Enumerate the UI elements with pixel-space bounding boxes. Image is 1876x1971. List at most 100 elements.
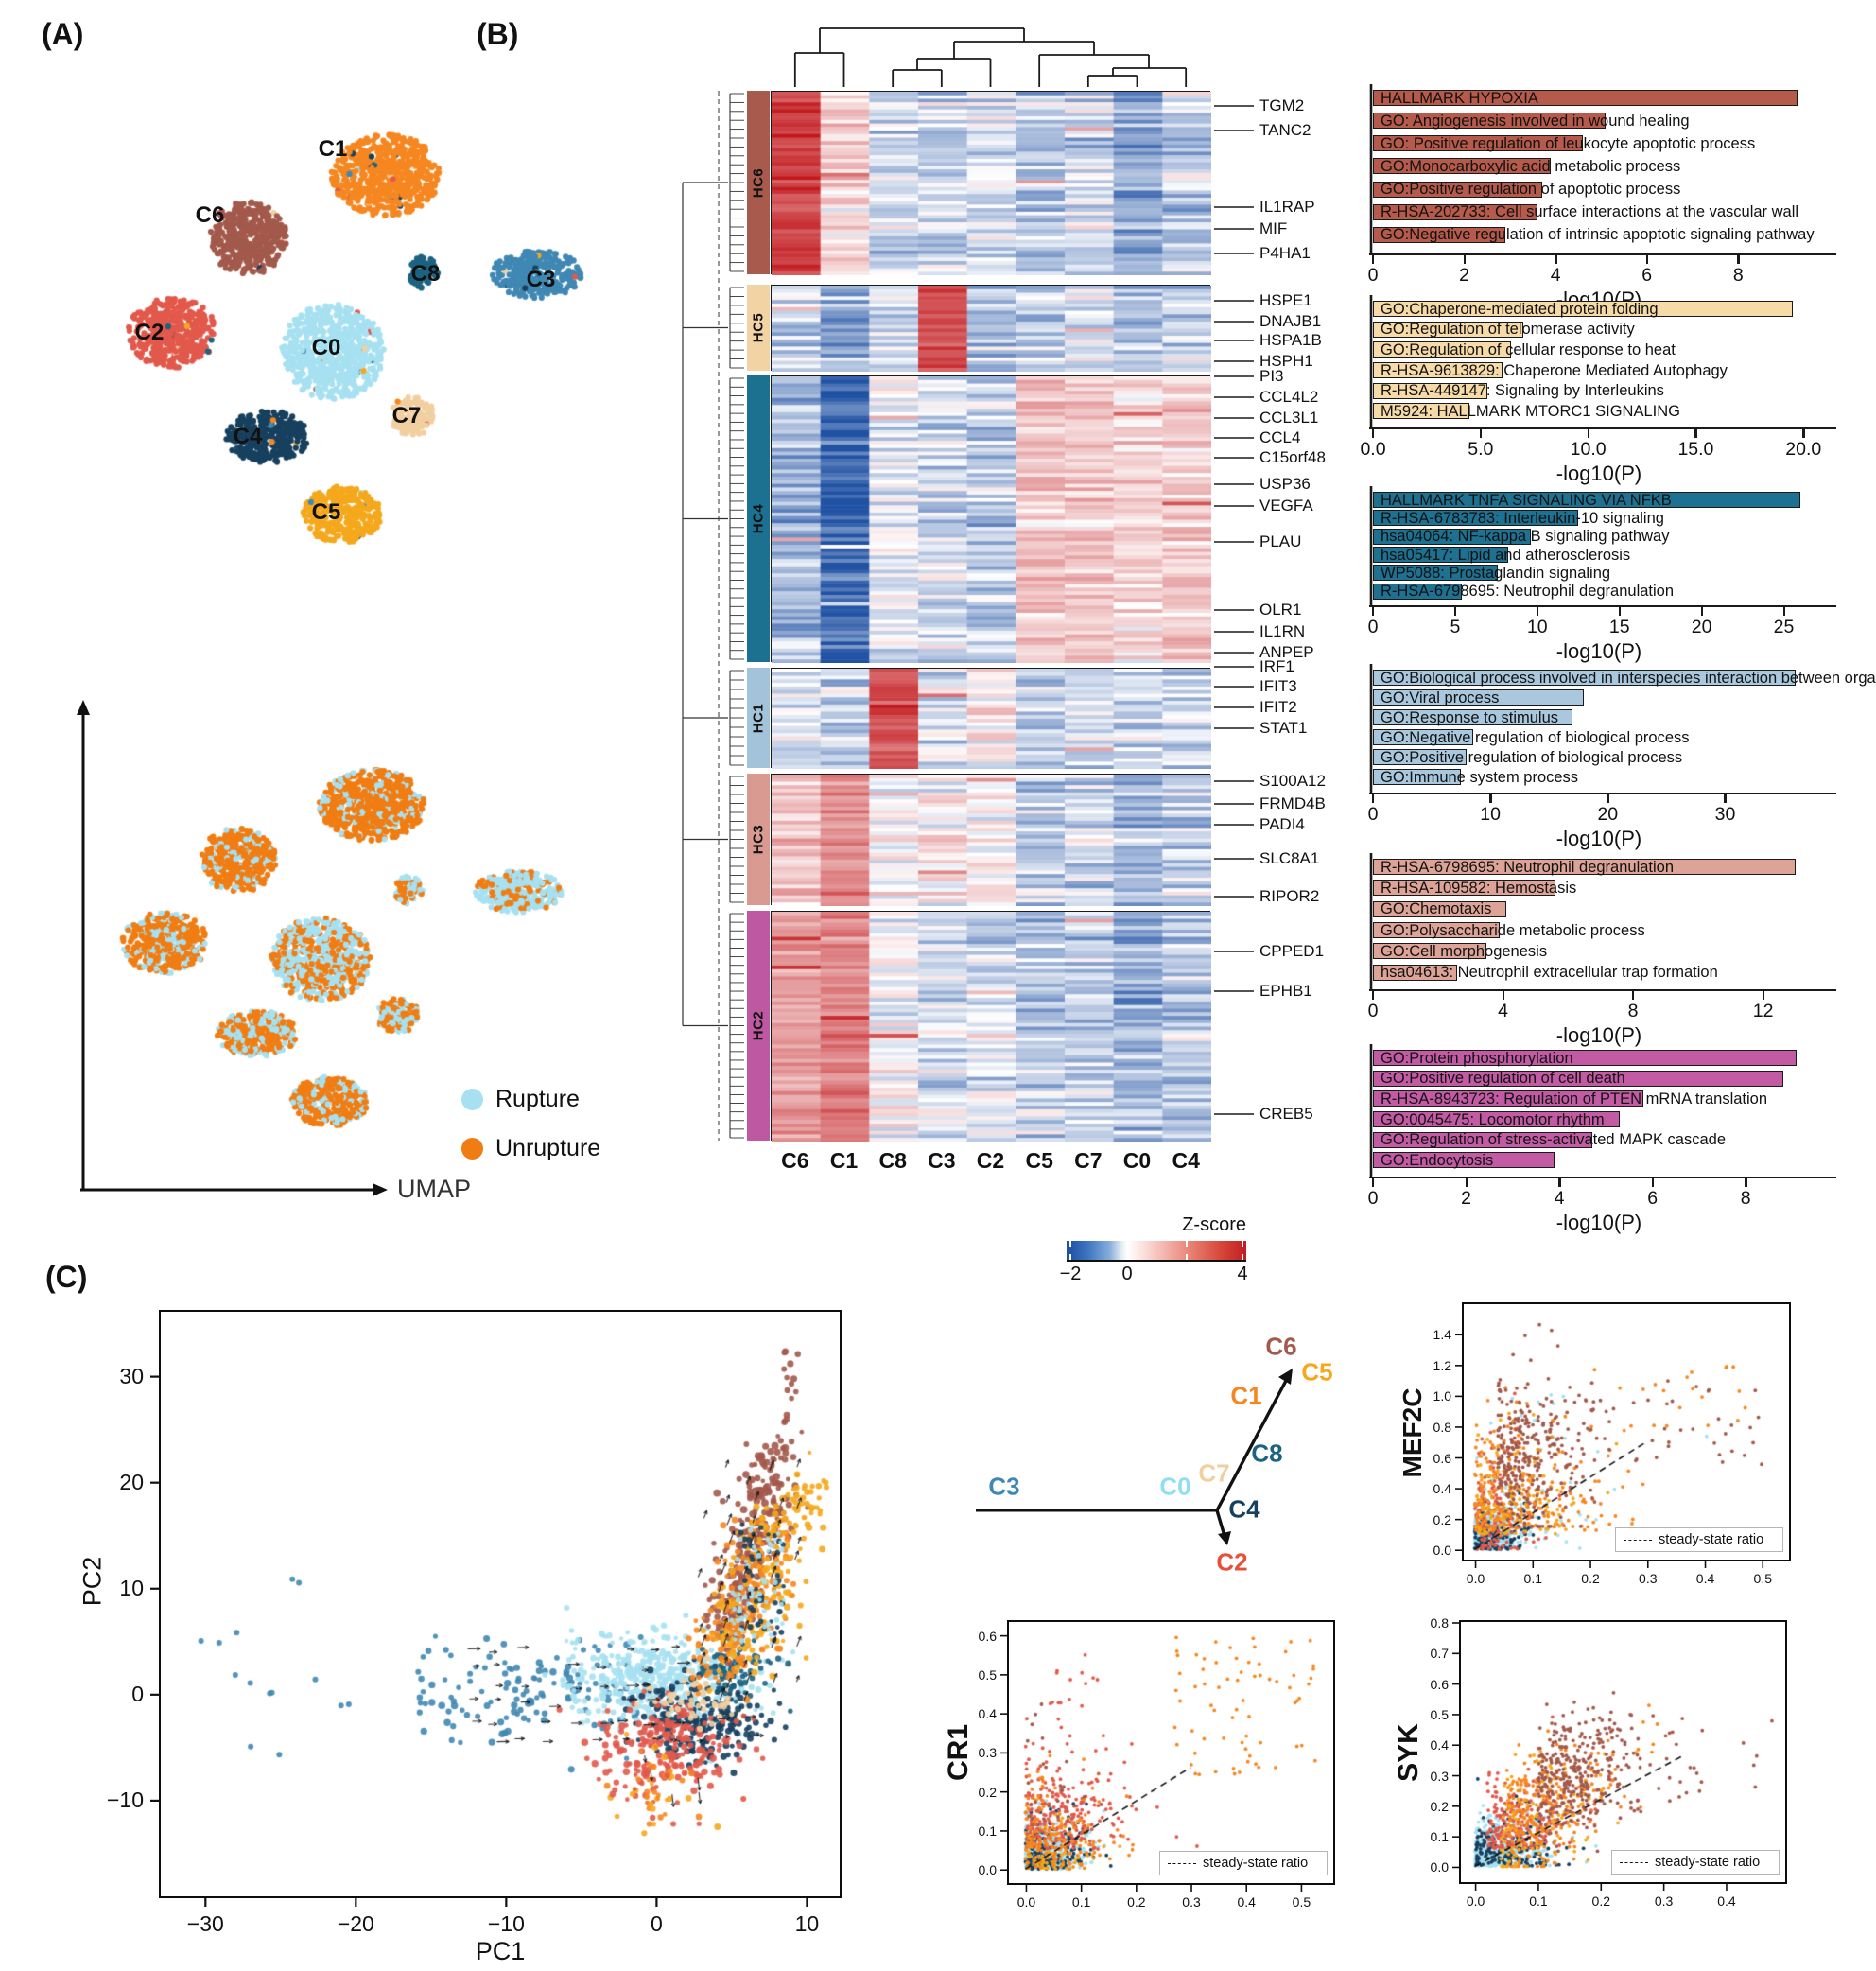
phase-xtick-label: 0.4 [1717,1893,1736,1909]
enrichment-bar [1373,321,1524,338]
pca-ytick-label: −10 [106,1787,144,1812]
zscore-label: Z-score [1182,1214,1246,1235]
phase-ytick-label: 0.6 [1433,1450,1451,1466]
dashed-line-icon [1168,1862,1196,1864]
hc-strip-label-HC4: HC4 [750,503,767,534]
enrichment-chart-hc3_enrichment: R-HSA-6798695: Neutrophil degranulation R… [1368,858,1865,1055]
phase-ytick-label: 0.4 [978,1706,997,1722]
heatmap-block-HC3 [771,774,1211,906]
x-tick [1372,991,1375,1000]
rupture-label: Rupture [495,1086,580,1112]
x-axis-label: -log10(P) [1555,827,1642,850]
enrichment-bar [1373,547,1508,563]
umap-cluster-label-C6: C6 [195,202,225,228]
heatmap-block-HC5 [771,285,1211,372]
gene-label-IFIT3: IFIT3 [1259,677,1297,695]
umap-cluster-label-C1: C1 [318,136,348,162]
gene-label-VEGFA: VEGFA [1259,497,1313,515]
phase-xtick-label: 0.0 [1466,1571,1485,1586]
gene-label-RIPOR2: RIPOR2 [1259,887,1320,905]
x-axis-label: -log10(P) [1555,1211,1642,1234]
zscore-gradient [1067,1241,1246,1262]
umap-cluster-plot [66,38,671,624]
pca-xtick-label: 10 [794,1911,820,1936]
x-tick-label: 0.0 [1360,439,1386,460]
phase-xtick-label: 0.4 [1237,1894,1256,1910]
steady-state-legend-CR1: steady-state ratio [1159,1851,1328,1875]
enrichment-bar-label: hsa05417: Lipid and atherosclerosis [1381,546,1631,564]
enrichment-bar-label: R-HSA-6798695: Neutrophil degranulation [1381,858,1675,876]
trajectory-label-C8: C8 [1251,1439,1283,1468]
enrichment-bar [1373,1050,1798,1066]
hc-strip-HC1: HC1 [747,668,770,768]
steady-state-legend-label: steady-state ratio [1203,1856,1309,1871]
enrichment-bar-label: GO:Biological process involved in inters… [1381,669,1876,687]
enrichment-bar [1373,341,1511,358]
x-tick [1453,607,1457,616]
enrichment-bar-label: R-HSA-449147: Signaling by Interleukins [1381,382,1664,400]
x-axis [1369,427,1836,429]
pca-ytick-label: 10 [119,1575,144,1600]
pca-xtick-label: −20 [337,1911,374,1936]
enrichment-bar-label: WP5088: Prostaglandin signaling [1381,564,1611,582]
heatmap-block-HC6 [771,91,1211,275]
x-tick [1372,1178,1375,1187]
umap-cluster-label-C2: C2 [134,320,165,345]
steady-state-legend-label: steady-state ratio [1659,1532,1764,1547]
heatmap-column-label-C6: C6 [781,1148,809,1173]
zscore-tick-zero: 0 [1121,1264,1133,1284]
umap-cluster-label-C8: C8 [410,261,441,287]
gene-label-PI3: PI3 [1259,367,1284,385]
phase-ylabel-CR1: CR1 [943,1723,974,1782]
phase-xtick-label: 0.1 [1529,1893,1548,1909]
enrichment-bar-label: HALLMARK HYPOXIA [1381,89,1538,107]
x-axis-label: -log10(P) [1555,639,1642,663]
x-axis [1369,605,1836,607]
x-tick-label: 0 [1367,265,1379,286]
enrichment-bar-label: GO:Polysaccharide metabolic process [1381,921,1645,939]
phase-ytick-label: 1.2 [1433,1357,1451,1373]
x-tick [1372,607,1375,616]
phase-ytick-label: 0.2 [1433,1511,1451,1527]
umap-axis-label: UMAP [397,1175,472,1203]
phase-ytick-label: 0.2 [978,1784,997,1800]
x-tick [1465,1178,1468,1187]
trajectory-label-C0: C0 [1159,1472,1191,1501]
trajectory-label-C1: C1 [1230,1381,1262,1410]
gene-label-P4HA1: P4HA1 [1259,244,1311,262]
x-tick [1489,794,1492,803]
hc-strip-label-HC2: HC2 [750,1010,767,1041]
x-tick-label: 0 [1367,617,1379,637]
phase-xtick-label: 0.1 [1523,1571,1543,1586]
x-tick [1632,991,1635,1000]
gene-label-FRMD4B: FRMD4B [1259,794,1326,812]
x-tick-label: 6 [1647,1188,1659,1209]
heatmap-block-HC2 [771,911,1211,1142]
phase-canvas-MEF2C [1464,1304,1787,1558]
x-tick-label: 5.0 [1468,439,1494,460]
pca-ytick-label: 20 [119,1469,144,1494]
enrichment-bar [1373,113,1607,130]
heatmap-column-label-C8: C8 [878,1148,907,1173]
enrichment-bar-label: GO:Positive regulation of apoptotic proc… [1381,181,1681,199]
x-tick [1479,429,1483,438]
enrichment-bar-label: M5924: HALLMARK MTORC1 SIGNALING [1381,402,1680,420]
x-tick [1645,255,1649,264]
x-tick [1372,255,1375,264]
enrichment-bar [1373,181,1542,198]
gene-label-TANC2: TANC2 [1259,121,1311,139]
hc-strip-label-HC5: HC5 [750,312,767,343]
steady-state-legend-SYK: steady-state ratio [1611,1850,1780,1875]
enrichment-bar [1373,492,1800,508]
heatmap-block-canvas-HC5 [772,286,1211,372]
phase-xtick-label: 0.2 [1591,1893,1610,1909]
enrichment-bar-label: GO:Viral process [1381,689,1500,706]
phase-ytick-label: 1.4 [1433,1327,1451,1343]
enrichment-bar [1373,880,1555,897]
heatmap-block-HC4 [771,375,1211,663]
phase-ytick-label: 0.6 [1430,1676,1449,1692]
enrichment-bar-label: GO: Positive regulation of leukocyte apo… [1381,134,1756,152]
x-tick [1694,429,1697,438]
x-tick [1651,1178,1655,1187]
